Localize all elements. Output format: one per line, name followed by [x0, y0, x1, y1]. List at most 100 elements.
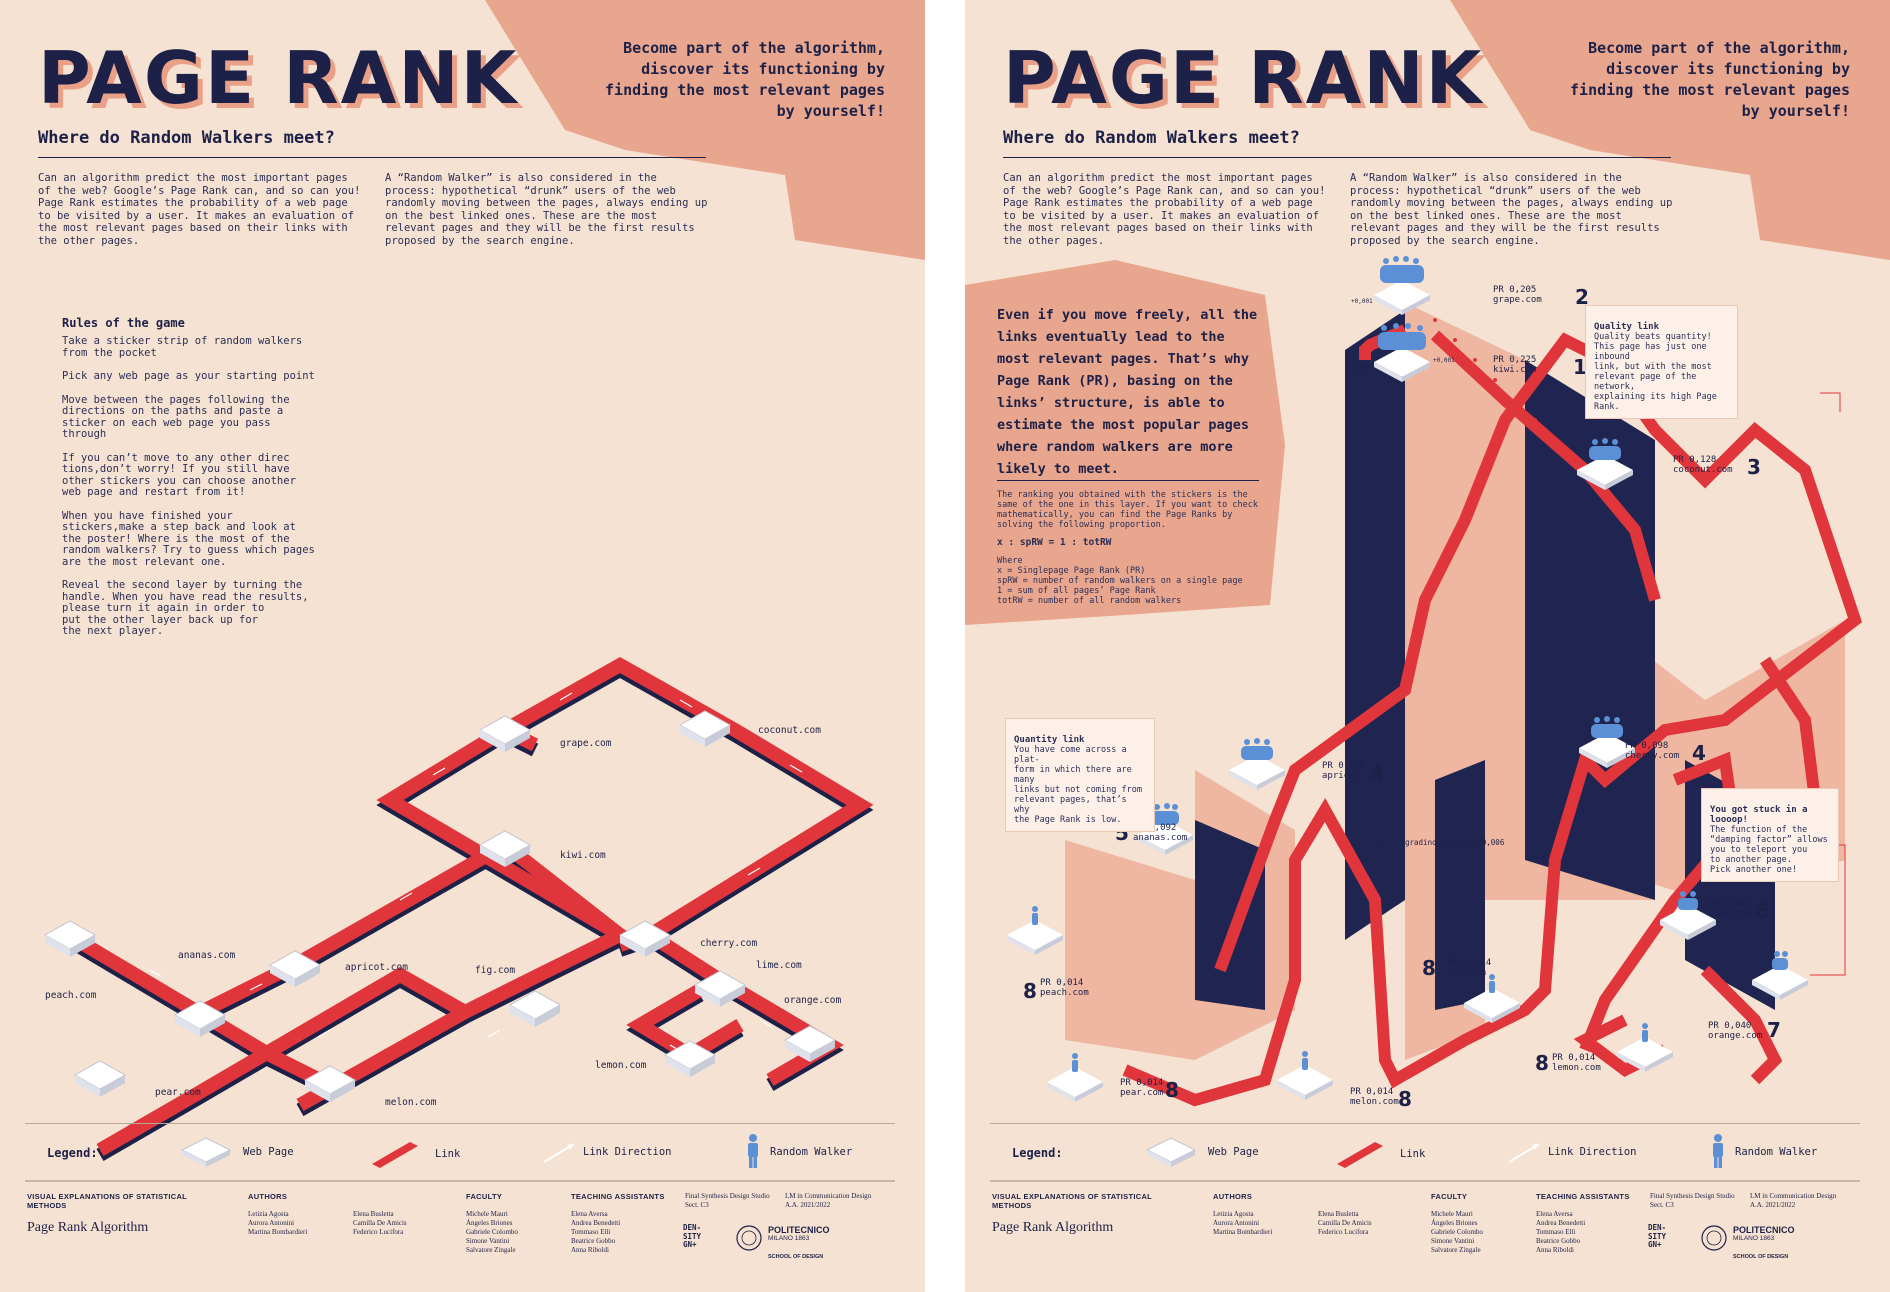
label-cherry: cherry.com [700, 938, 757, 949]
rank-fig: 8 [1422, 956, 1436, 980]
studio: Final Synthesis Design Studio Sect. C3 [1650, 1192, 1735, 1209]
ta-title: TEACHING ASSISTANTS [571, 1192, 665, 1201]
tagline: Become part of the algorithm, discover i… [605, 39, 885, 120]
pr-apricot-page: apricot.com [1322, 771, 1382, 781]
legend: Legend: Web Page Link Link Direction Ran… [990, 1134, 1860, 1174]
authors-title: AUTHORS [248, 1192, 288, 1201]
pr-ananas-page: ananas.com [1133, 833, 1187, 843]
arrow-value: +0,001 [1351, 298, 1373, 305]
def-x: x = Singlepage Page Rank (PR) [997, 566, 1146, 576]
step-note: gradino standard 0,006 [1405, 838, 1505, 847]
corner-shape [485, 0, 925, 260]
pr-cherry: PR 0,098 [1625, 741, 1668, 751]
pr-peach-page: peach.com [1040, 988, 1089, 998]
tagline: Become part of the algorithm, discover i… [1570, 39, 1850, 120]
pr-orange: PR 0,040 [1708, 1021, 1751, 1031]
legend-web-page: Web Page [243, 1146, 294, 1158]
rule-item: Reveal the second layer by turning the h… [62, 579, 309, 637]
footer-authors: AUTHORS Letizia Agosta Aurora Antonini M… [1213, 1192, 1403, 1236]
web-page-tiles [43, 710, 837, 1102]
legend-web-page-icon [180, 1137, 232, 1167]
random-walker-crowds [1032, 256, 1788, 1072]
formula: x : spRW = 1 : totRW [997, 537, 1112, 548]
label-fig: fig.com [475, 965, 515, 976]
footer-ta: TEACHING ASSISTANTS Elena Aversa Andrea … [1536, 1192, 1646, 1255]
faculty-title: FACULTY [1431, 1192, 1468, 1201]
explanation-blob [965, 260, 1285, 625]
pr-fig-page: fig.com [1448, 968, 1486, 978]
arrow-value: +0,001 [1433, 357, 1455, 364]
quantity-link-callout: Quantity link You have come across a plat… [1005, 718, 1155, 832]
pr-grape-page: grape.com [1493, 295, 1542, 305]
legend-link-direction: Link Direction [1548, 1146, 1637, 1158]
explanation-text: Even if you move freely, all the links e… [997, 307, 1258, 477]
project-name: Page Rank Algorithm [27, 1220, 149, 1235]
rules-title: Rules of the game [62, 316, 185, 330]
faculty-title: FACULTY [466, 1192, 503, 1201]
polimi-logo: POLITECNICO MILANO 1863 [768, 1225, 830, 1242]
loop-title: You got stuck in a loooop! [1710, 805, 1808, 825]
corner-shape [1450, 0, 1890, 260]
rank-coconut: 3 [1747, 455, 1761, 479]
rule-item: If you can’t move to any other direc tio… [62, 451, 296, 498]
legend-random-walker: Random Walker [770, 1146, 853, 1158]
university-sub: MILANO 1863 [768, 1235, 810, 1242]
quantity-text: You have come across a plat- form in whi… [1014, 745, 1142, 825]
loop-text: The function of the “damping factor” all… [1710, 825, 1828, 875]
footer-ta: TEACHING ASSISTANTS Elena Aversa Andrea … [571, 1192, 681, 1255]
rule-item: When you have finished your stickers,mak… [62, 509, 315, 568]
authors-col1: Letizia Agosta Aurora Antonini Martina B… [1213, 1210, 1273, 1236]
pr-kiwi-page: kiwi.com [1493, 365, 1536, 375]
intro-left: Can an algorithm predict the most import… [38, 172, 361, 247]
footer-divider [990, 1180, 1860, 1182]
def-one: 1 = sum of all pages’ Page Rank [997, 586, 1156, 596]
polimi-seal [736, 1225, 762, 1251]
pr-lime: PR 0,047 [1708, 899, 1751, 909]
poster-title: PAGE RANK [1003, 36, 1484, 120]
rank-apricot: 4 [1370, 761, 1384, 785]
authors-col2: Elena Busletta Camilla De Amicis Federic… [353, 1210, 407, 1236]
arrow-value: +0,001 [1350, 365, 1372, 372]
rank-melon: 8 [1398, 1087, 1412, 1111]
legend-link-icon [372, 1142, 418, 1168]
density-logo: DEN- SITY GN+ [1648, 1223, 1667, 1249]
rank-lemon: 8 [1535, 1051, 1549, 1075]
pr-pear: PR 0,014 [1120, 1078, 1163, 1088]
rank-orange: 7 [1767, 1018, 1781, 1042]
pr-melon: PR 0,014 [1350, 1087, 1393, 1097]
poster-game-layer: PAGE RANK Become part of the algorithm, … [0, 0, 925, 1292]
legend-web-page: Web Page [1208, 1146, 1259, 1158]
footer-course: VISUAL EXPLANATIONS OF STATISTICAL METHO… [27, 1192, 227, 1236]
university-sub: MILANO 1863 [1733, 1235, 1775, 1242]
label-peach: peach.com [45, 990, 97, 1001]
pr-peach: PR 0,014 [1040, 978, 1083, 988]
footer-faculty: FACULTY Michele Mauri Ángeles Briones Ga… [1431, 1192, 1531, 1255]
loop-callout: You got stuck in a loooop! The function o… [1701, 788, 1839, 882]
legend-link: Link [1400, 1148, 1426, 1160]
pr-coconut: PR 0,128 [1673, 455, 1716, 465]
label-ananas: ananas.com [178, 950, 235, 961]
legend-link-direction: Link Direction [583, 1146, 672, 1158]
link-network-diagram: grape.com coconut.com kiwi.com ananas.co… [43, 656, 874, 1162]
def-tot: totRW = number of all random walkers [997, 596, 1182, 606]
authors-col1: Letizia Agosta Aurora Antonini Martina B… [248, 1210, 308, 1236]
ta-names: Elena Aversa Andrea Benedetti Tommaso El… [571, 1210, 621, 1254]
project-name: Page Rank Algorithm [992, 1220, 1114, 1235]
label-lime: lime.com [756, 960, 802, 971]
rank-lime: 6 [1755, 899, 1769, 923]
pr-fig: PR 0,014 [1448, 958, 1491, 968]
school: SCHOOL OF DESIGN [768, 1254, 824, 1260]
authors-title: AUTHORS [1213, 1192, 1253, 1201]
footer-degree: LM in Communication Design A.A. 2021/202… [1750, 1192, 1860, 1210]
rank-cherry: 4 [1692, 741, 1706, 765]
page-rank-mountain: +0,001 +0,001 +0,001 PR 0,205 grape.com … [1007, 256, 1863, 1111]
legend-arrow-icon [1508, 1143, 1540, 1163]
faculty-names: Michele Mauri Ángeles Briones Gabriele C… [466, 1210, 518, 1254]
label-kiwi: kiwi.com [560, 850, 606, 861]
rule-item: Take a sticker strip of random walkers f… [62, 335, 303, 359]
explanation-small: The ranking you obtained with the sticke… [997, 490, 1259, 606]
quality-title: Quality link [1594, 322, 1660, 332]
quality-text: Quality beats quantity! This page has ju… [1594, 332, 1717, 412]
pr-lemon: PR 0,014 [1552, 1053, 1595, 1063]
ta-title: TEACHING ASSISTANTS [1536, 1192, 1630, 1201]
